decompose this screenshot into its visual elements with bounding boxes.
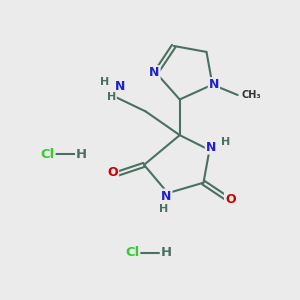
Text: Cl: Cl [125,246,139,259]
Text: H: H [159,204,168,214]
Text: H: H [76,148,87,161]
Text: N: N [149,66,160,79]
Text: O: O [107,166,118,179]
Text: H: H [161,246,172,259]
Text: N: N [206,140,216,154]
Text: O: O [225,193,236,206]
Text: CH₃: CH₃ [241,90,261,100]
Text: N: N [115,80,125,93]
Text: Cl: Cl [40,148,55,161]
Text: N: N [209,78,219,91]
Text: H: H [100,76,110,87]
Text: H: H [107,92,116,101]
Text: N: N [161,190,172,202]
Text: H: H [221,137,230,147]
